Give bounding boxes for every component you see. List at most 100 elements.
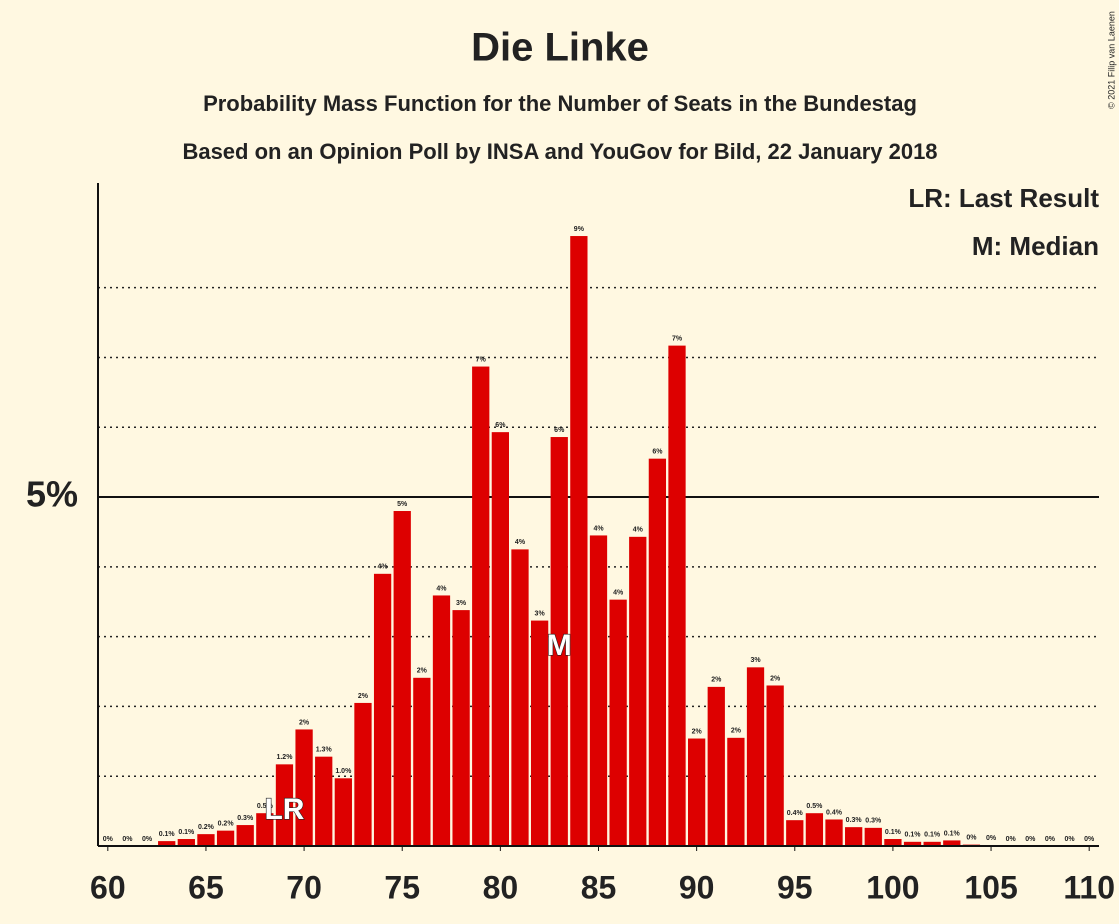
- value-label: 3%: [456, 600, 467, 607]
- value-label: 0.1%: [885, 829, 902, 836]
- bar: [864, 827, 882, 846]
- value-label: 0%: [122, 836, 133, 843]
- x-tick-label: 90: [679, 869, 715, 905]
- bar: [766, 685, 784, 846]
- bar: [177, 839, 195, 846]
- bar: [334, 778, 352, 846]
- legend-entry: M: Median: [972, 231, 1099, 261]
- value-label: 1.0%: [335, 768, 352, 775]
- value-label: 6%: [495, 422, 506, 429]
- value-label: 0%: [142, 836, 153, 843]
- value-label: 4%: [436, 585, 447, 592]
- bar: [432, 595, 451, 846]
- value-label: 7%: [476, 356, 487, 363]
- annotation: LR: [264, 793, 304, 826]
- value-label: 0%: [966, 834, 977, 841]
- bar: [746, 667, 765, 846]
- bar: [511, 549, 529, 846]
- bar: [609, 599, 627, 846]
- bar: [707, 686, 725, 846]
- value-label: 0.3%: [237, 815, 254, 822]
- value-label: 0.1%: [178, 829, 195, 836]
- value-label: 2%: [417, 668, 428, 675]
- bar: [825, 819, 843, 846]
- value-label: 0%: [986, 835, 997, 842]
- value-label: 2%: [358, 693, 369, 700]
- legend-entry: LR: Last Result: [908, 183, 1099, 213]
- bar: [315, 756, 333, 846]
- value-label: 0.3%: [865, 818, 882, 825]
- value-label: 0%: [1084, 836, 1095, 843]
- value-label: 0.5%: [257, 803, 274, 810]
- bar: [648, 458, 667, 846]
- value-label: 0.2%: [198, 824, 215, 831]
- value-label: 0.4%: [826, 809, 843, 816]
- chart-subtitle: Probability Mass Function for the Number…: [203, 91, 917, 116]
- value-label: 4%: [633, 527, 644, 534]
- y-tick-label: 5%: [26, 474, 78, 515]
- value-label: 2%: [692, 728, 703, 735]
- value-label: 0.2%: [218, 820, 235, 827]
- bar: [884, 839, 902, 846]
- bar: [197, 834, 215, 846]
- value-label: 2%: [731, 728, 742, 735]
- copyright: © 2021 Filip van Laenen: [1106, 11, 1116, 109]
- value-label: 6%: [652, 449, 663, 456]
- value-label: 0.1%: [159, 831, 176, 838]
- value-label: 4%: [593, 525, 604, 532]
- x-tick-label: 85: [581, 869, 617, 905]
- value-label: 3%: [750, 657, 761, 664]
- bar: [786, 820, 804, 846]
- bar: [354, 702, 372, 846]
- annotation: M: [547, 629, 572, 662]
- bar: [295, 729, 313, 846]
- bar: [845, 827, 863, 846]
- value-label: 0.1%: [905, 832, 922, 839]
- chart-title: Die Linke: [471, 26, 649, 70]
- bar: [903, 841, 922, 846]
- value-label: 5%: [397, 501, 408, 508]
- bar: [805, 813, 824, 846]
- bar: [452, 610, 470, 846]
- x-tick-label: 95: [777, 869, 813, 905]
- bar: [629, 536, 647, 846]
- bar: [668, 345, 686, 846]
- bar: [570, 236, 588, 847]
- x-tick-label: 105: [964, 869, 1017, 905]
- bar: [216, 830, 235, 846]
- bar: [589, 535, 608, 846]
- x-tick-label: 65: [188, 869, 224, 905]
- x-tick-label: 75: [384, 869, 420, 905]
- value-label: 0.3%: [846, 817, 863, 824]
- bar: [530, 620, 549, 846]
- value-label: 1.2%: [276, 754, 293, 761]
- bar: [236, 825, 254, 846]
- value-label: 4%: [613, 589, 624, 596]
- bar: [550, 437, 568, 846]
- bar: [275, 764, 294, 846]
- bar: [413, 677, 431, 846]
- value-label: 0.1%: [944, 830, 961, 837]
- value-label: 0%: [1025, 836, 1036, 843]
- value-label: 2%: [299, 719, 310, 726]
- bar: [727, 737, 745, 846]
- value-label: 0.5%: [806, 803, 823, 810]
- bar: [923, 841, 941, 846]
- bar: [393, 511, 411, 846]
- bar: [472, 366, 490, 846]
- value-label: 4%: [378, 564, 389, 571]
- value-label: 2%: [770, 675, 781, 682]
- x-tick-label: 110: [1063, 869, 1115, 905]
- value-label: 0.4%: [787, 810, 804, 817]
- value-label: 1.3%: [316, 747, 333, 754]
- x-tick-label: 70: [286, 869, 322, 905]
- value-label: 0%: [1045, 836, 1056, 843]
- value-label: 2%: [711, 677, 722, 684]
- value-label: 9%: [574, 226, 585, 233]
- bar: [688, 738, 706, 846]
- bar: [373, 573, 392, 846]
- bar: [943, 840, 961, 846]
- x-tick-label: 80: [483, 869, 519, 905]
